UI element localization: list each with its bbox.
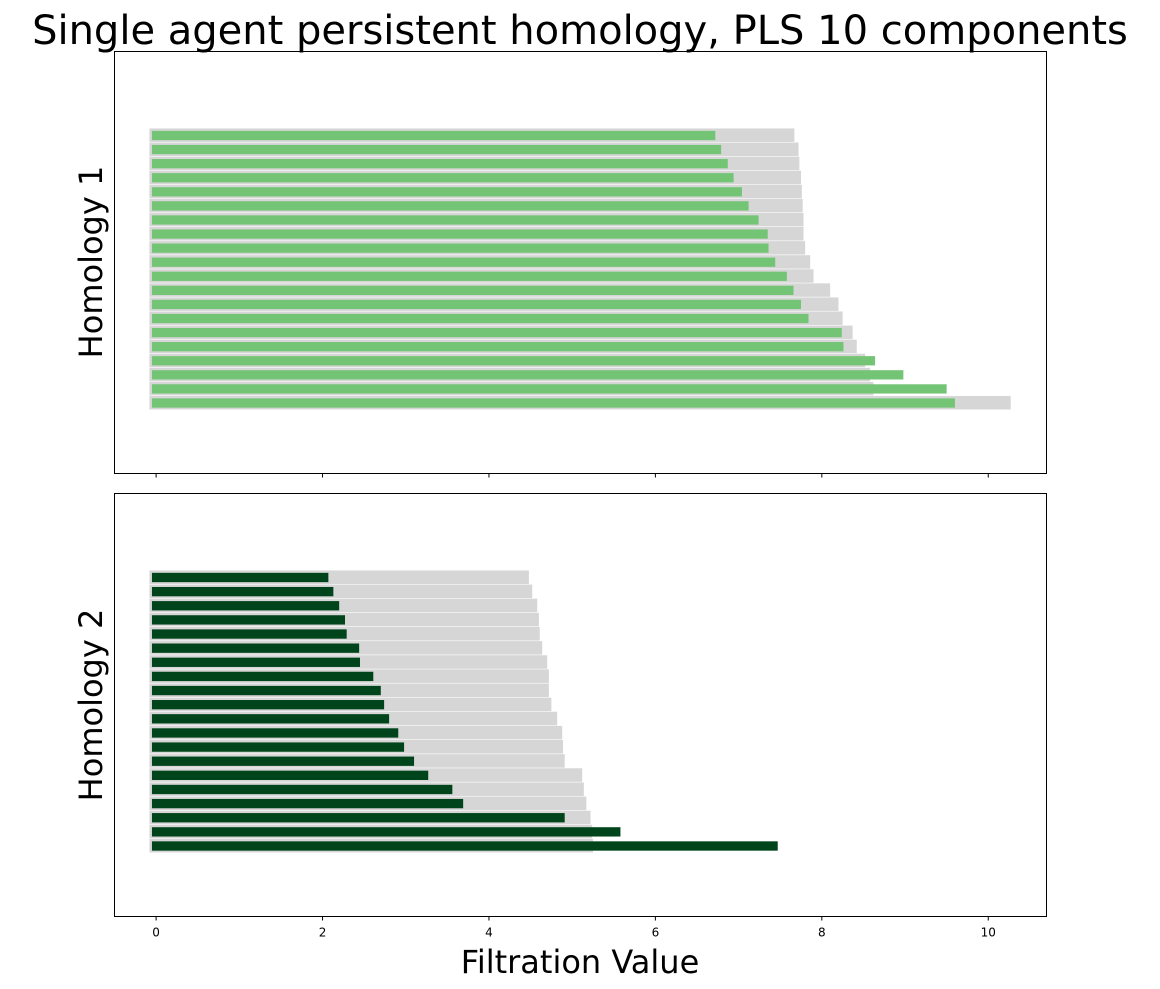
bar bbox=[151, 700, 385, 710]
panel-frame bbox=[114, 51, 1047, 474]
bar bbox=[151, 657, 360, 667]
bar bbox=[151, 813, 565, 823]
panel-homology-1: Homology 1 bbox=[72, 51, 1047, 478]
y-axis-label: Homology 1 bbox=[72, 166, 110, 359]
bar bbox=[151, 572, 329, 583]
bar bbox=[151, 229, 768, 239]
bar bbox=[151, 299, 802, 310]
bar bbox=[151, 629, 347, 639]
bar bbox=[151, 671, 374, 682]
bar bbox=[151, 201, 749, 211]
bar bbox=[151, 728, 399, 738]
panel-homology-2: 0 2 4 6 8 10 Homology 2 bbox=[72, 493, 1047, 940]
bar bbox=[151, 384, 947, 394]
bar bbox=[151, 398, 955, 408]
bar bbox=[151, 144, 722, 155]
bar bbox=[151, 370, 904, 380]
bar bbox=[151, 827, 621, 837]
bar bbox=[151, 643, 360, 653]
bar bbox=[151, 601, 340, 611]
bar bbox=[151, 356, 876, 366]
bar bbox=[151, 615, 346, 625]
bar bbox=[151, 130, 716, 141]
bar bbox=[151, 714, 390, 724]
bar bbox=[151, 173, 734, 183]
bar bbox=[151, 685, 381, 696]
bar bbox=[151, 243, 769, 253]
bar bbox=[151, 586, 334, 597]
bar bbox=[151, 841, 778, 851]
x-tick-label: 6 bbox=[652, 926, 660, 940]
chart-title: Single agent persistent homology, PLS 10… bbox=[32, 8, 1128, 54]
x-tick-label: 4 bbox=[485, 926, 493, 940]
bar bbox=[151, 342, 844, 352]
bar bbox=[151, 187, 742, 197]
bar bbox=[151, 159, 728, 169]
bar bbox=[151, 798, 464, 809]
x-tick-label: 10 bbox=[981, 926, 996, 940]
bar bbox=[151, 327, 842, 338]
bar bbox=[151, 313, 809, 324]
x-tick-label: 2 bbox=[319, 926, 327, 940]
bar bbox=[151, 271, 787, 281]
x-tick-label: 8 bbox=[818, 926, 826, 940]
x-tick-label: 0 bbox=[152, 926, 160, 940]
bar bbox=[151, 756, 415, 766]
bar bbox=[151, 215, 759, 225]
panel-frame bbox=[114, 493, 1047, 917]
bar bbox=[151, 742, 405, 752]
bar bbox=[151, 257, 776, 267]
x-axis-label: Filtration Value bbox=[461, 943, 700, 981]
bar bbox=[151, 770, 429, 781]
y-axis-label: Homology 2 bbox=[72, 609, 110, 802]
bar bbox=[151, 784, 453, 795]
bar bbox=[151, 285, 794, 296]
